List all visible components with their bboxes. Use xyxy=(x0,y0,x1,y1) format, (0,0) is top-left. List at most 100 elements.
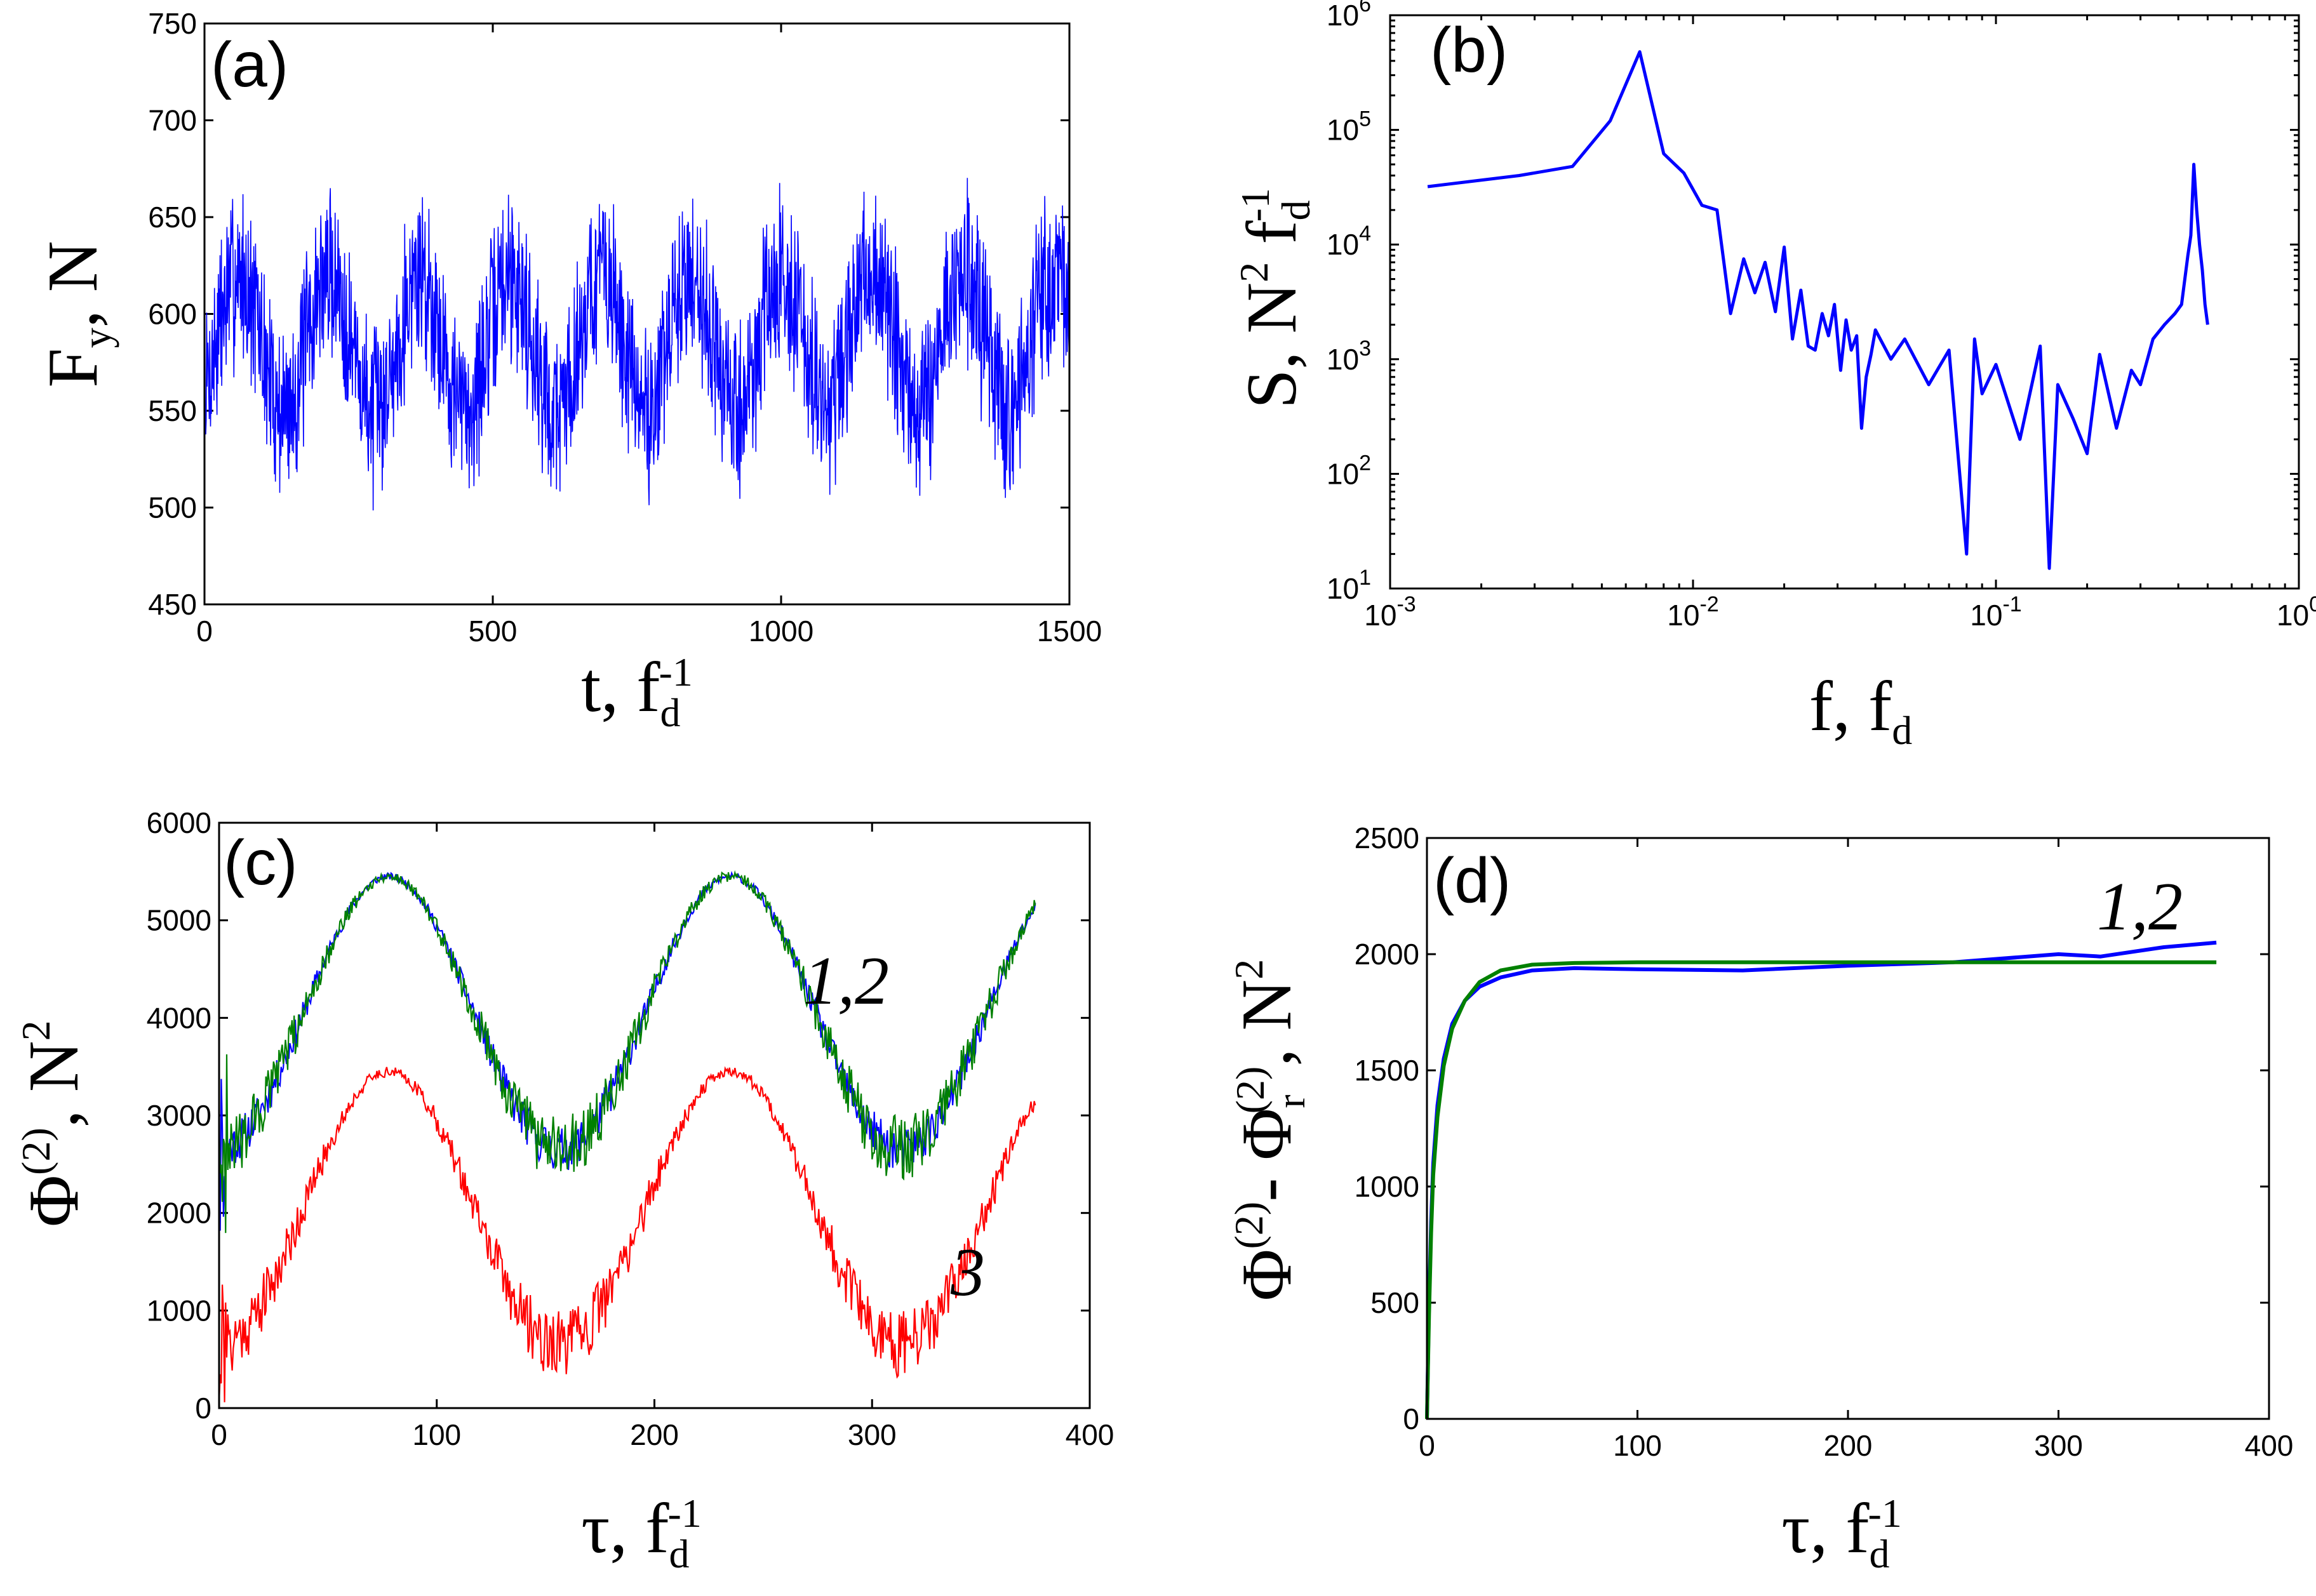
panel-a-ytick-label-3: 600 xyxy=(148,298,197,331)
panel-c-series-2 xyxy=(218,870,1036,1234)
panel-c-ytick-label-0: 0 xyxy=(195,1392,211,1425)
panel-c-x-axis-title: τ, fd-1 xyxy=(581,1489,702,1576)
panel-d-tag: (d) xyxy=(1433,845,1511,916)
panel-b-series-spectrum xyxy=(1427,50,2209,570)
panel-c-xtick-label-1: 100 xyxy=(412,1418,461,1451)
panel-c-y-axis-title: Φ(2), N2 xyxy=(13,1020,93,1227)
panel-c-y-title-sup2: 2 xyxy=(13,1020,58,1041)
panel-a-y-title-base: F xyxy=(34,348,112,387)
panel-a-y-title-sub: y xyxy=(74,328,119,348)
panel-d-y-title-sup3: 2 xyxy=(1226,959,1271,980)
panel-a-xtick-label-1: 500 xyxy=(469,615,518,648)
panel-d-y-title-sup2: (2) xyxy=(1228,1067,1273,1114)
panel-d-xtick-label-4: 400 xyxy=(2245,1429,2294,1462)
panel-b-xtick-label-3: 100 xyxy=(2277,592,2316,632)
panel-d-series-2 xyxy=(1425,960,2217,1420)
panel-d-x-title-sub: d xyxy=(1870,1531,1890,1576)
panel-c-axes-frame xyxy=(218,821,1091,1409)
panel-c-ytick-label-4: 4000 xyxy=(147,1001,211,1034)
panel-c-x-title-base: τ, f xyxy=(581,1489,669,1568)
panel-a-x-title-sub: d xyxy=(660,690,681,735)
panel-a-x-title-base: t, f xyxy=(581,648,660,727)
panel-a-x-axis-title: t, fd-1 xyxy=(581,648,693,735)
panel-b-y-title-sup1: 2 xyxy=(1231,262,1276,283)
panel-a-ytick-label-0: 450 xyxy=(148,588,197,621)
panel-a-series-fy xyxy=(204,178,1070,511)
panel-a-ytick-label-1: 500 xyxy=(148,491,197,524)
panel-b-ytick-label-3: 104 xyxy=(1327,222,1371,261)
panel-c-y-title-rest: , N xyxy=(15,1041,93,1127)
panel-d-ytick-label-1: 500 xyxy=(1370,1286,1419,1319)
panel-b-x-title-sub: d xyxy=(1892,708,1912,753)
panel-c-y-title-sup: (2) xyxy=(13,1127,58,1175)
panel-b-xtick-label-2: 10-1 xyxy=(1970,592,2021,632)
panel-d-ytick-label-5: 2500 xyxy=(1355,821,1419,855)
panel-b-ytick-label-4: 105 xyxy=(1327,107,1371,147)
panel-d-xtick-label-0: 0 xyxy=(1419,1429,1435,1462)
panel-d-xtick-label-2: 200 xyxy=(1824,1429,1873,1462)
panel-d-xtick-label-3: 300 xyxy=(2034,1429,2083,1462)
panel-c-ytick-label-3: 3000 xyxy=(147,1099,211,1132)
panel-b-x-title-base: f, f xyxy=(1809,667,1892,746)
panel-a-y-title-rest: , N xyxy=(34,241,112,328)
panel-c-ytick-label-1: 1000 xyxy=(147,1294,211,1327)
panel-d-difference: 0 100 200 300 400 0 500 1000 1500 2000 2500 (d) 1,… xyxy=(1226,821,2293,1576)
panel-a-y-axis-title: Fy, N xyxy=(34,241,119,387)
panel-b-axes-frame xyxy=(1389,14,2300,590)
panel-b-tag: (b) xyxy=(1430,15,1508,86)
panel-b-ytick-label-1: 102 xyxy=(1327,451,1371,490)
panel-c-xtick-label-2: 200 xyxy=(630,1418,679,1451)
panel-c-x-title-sub: d xyxy=(669,1531,690,1576)
panel-a-xtick-label-3: 1500 xyxy=(1037,615,1102,648)
panel-a-xtick-label-0: 0 xyxy=(196,615,213,648)
panel-b-y-title-sub: d xyxy=(1273,200,1318,220)
panel-b-spectrum: 10-3 10-2 10-1 100 101 102 103 104 105 106 (b) f,… xyxy=(1231,0,2316,753)
panel-a-ytick-label-4: 650 xyxy=(148,201,197,234)
panel-b-y-title-base: S, N xyxy=(1233,283,1311,409)
panel-b-plot-area xyxy=(1427,50,2209,570)
panel-b-y-title-sup: -1 xyxy=(1233,188,1278,222)
panel-a-xtick-label-2: 1000 xyxy=(749,615,813,648)
panel-d-x-title-sup: -1 xyxy=(1868,1491,1902,1536)
panel-c-ytick-label-2: 2000 xyxy=(147,1197,211,1230)
panel-c-tag: (c) xyxy=(224,827,298,898)
panel-c-xtick-label-0: 0 xyxy=(211,1418,227,1451)
panel-b-ytick-label-5: 106 xyxy=(1327,0,1371,32)
panel-c-ytick-label-6: 6000 xyxy=(147,806,211,839)
panel-d-series-1 xyxy=(1425,940,2217,1420)
panel-c-y-title-base: Φ xyxy=(15,1175,93,1227)
panel-c-series-3 xyxy=(218,1066,1036,1402)
panel-c-x-title-sup: -1 xyxy=(668,1491,702,1536)
panel-a-tag: (a) xyxy=(211,29,288,100)
panel-b-y-title-mid: f xyxy=(1233,220,1311,262)
panel-c-xtick-label-3: 300 xyxy=(848,1418,897,1451)
panel-d-ytick-label-3: 1500 xyxy=(1355,1054,1419,1087)
panel-d-y-title-sub: r xyxy=(1268,1094,1313,1108)
panel-b-xtick-label-0: 10-3 xyxy=(1364,592,1416,632)
panel-d-ticks: 0 100 200 300 400 0 500 1000 1500 2000 2500 xyxy=(1355,821,2294,1462)
panel-d-x-title-base: τ, f xyxy=(1781,1489,1870,1568)
panel-d-y-title-base: Φ xyxy=(1228,1249,1306,1301)
panel-d-xtick-label-1: 100 xyxy=(1613,1429,1662,1462)
panel-a-ytick-label-6: 750 xyxy=(148,7,197,40)
panel-b-x-axis-title: f, fd xyxy=(1809,667,1913,753)
panel-d-ytick-label-2: 1000 xyxy=(1355,1170,1419,1203)
panel-c-plot-area xyxy=(218,870,1036,1402)
panel-c-label-3: 3 xyxy=(950,1235,985,1310)
panel-a-plot-area xyxy=(204,178,1070,511)
panel-d-y-axis-title: Φ(2)- Φr(2), N2 xyxy=(1226,959,1313,1301)
panel-a-axes-frame xyxy=(203,22,1071,606)
panel-a-fy-time-series: 0 500 1000 1500 450 500 550 600 650 700 750 (a) t,… xyxy=(34,7,1102,735)
panel-d-ytick-label-0: 0 xyxy=(1403,1402,1419,1435)
panel-b-ytick-label-0: 101 xyxy=(1327,566,1371,605)
panel-b-ytick-label-2: 103 xyxy=(1327,336,1371,376)
panel-a-x-title-sup: -1 xyxy=(659,649,693,695)
panel-d-plot-area xyxy=(1425,940,2217,1420)
panel-d-y-title-sup: (2) xyxy=(1226,1202,1271,1249)
panel-a-ytick-label-5: 700 xyxy=(148,104,197,137)
panel-d-x-axis-title: τ, fd-1 xyxy=(1781,1489,1902,1576)
panel-b-y-axis-title: S, N2 fd-1 xyxy=(1231,188,1318,409)
